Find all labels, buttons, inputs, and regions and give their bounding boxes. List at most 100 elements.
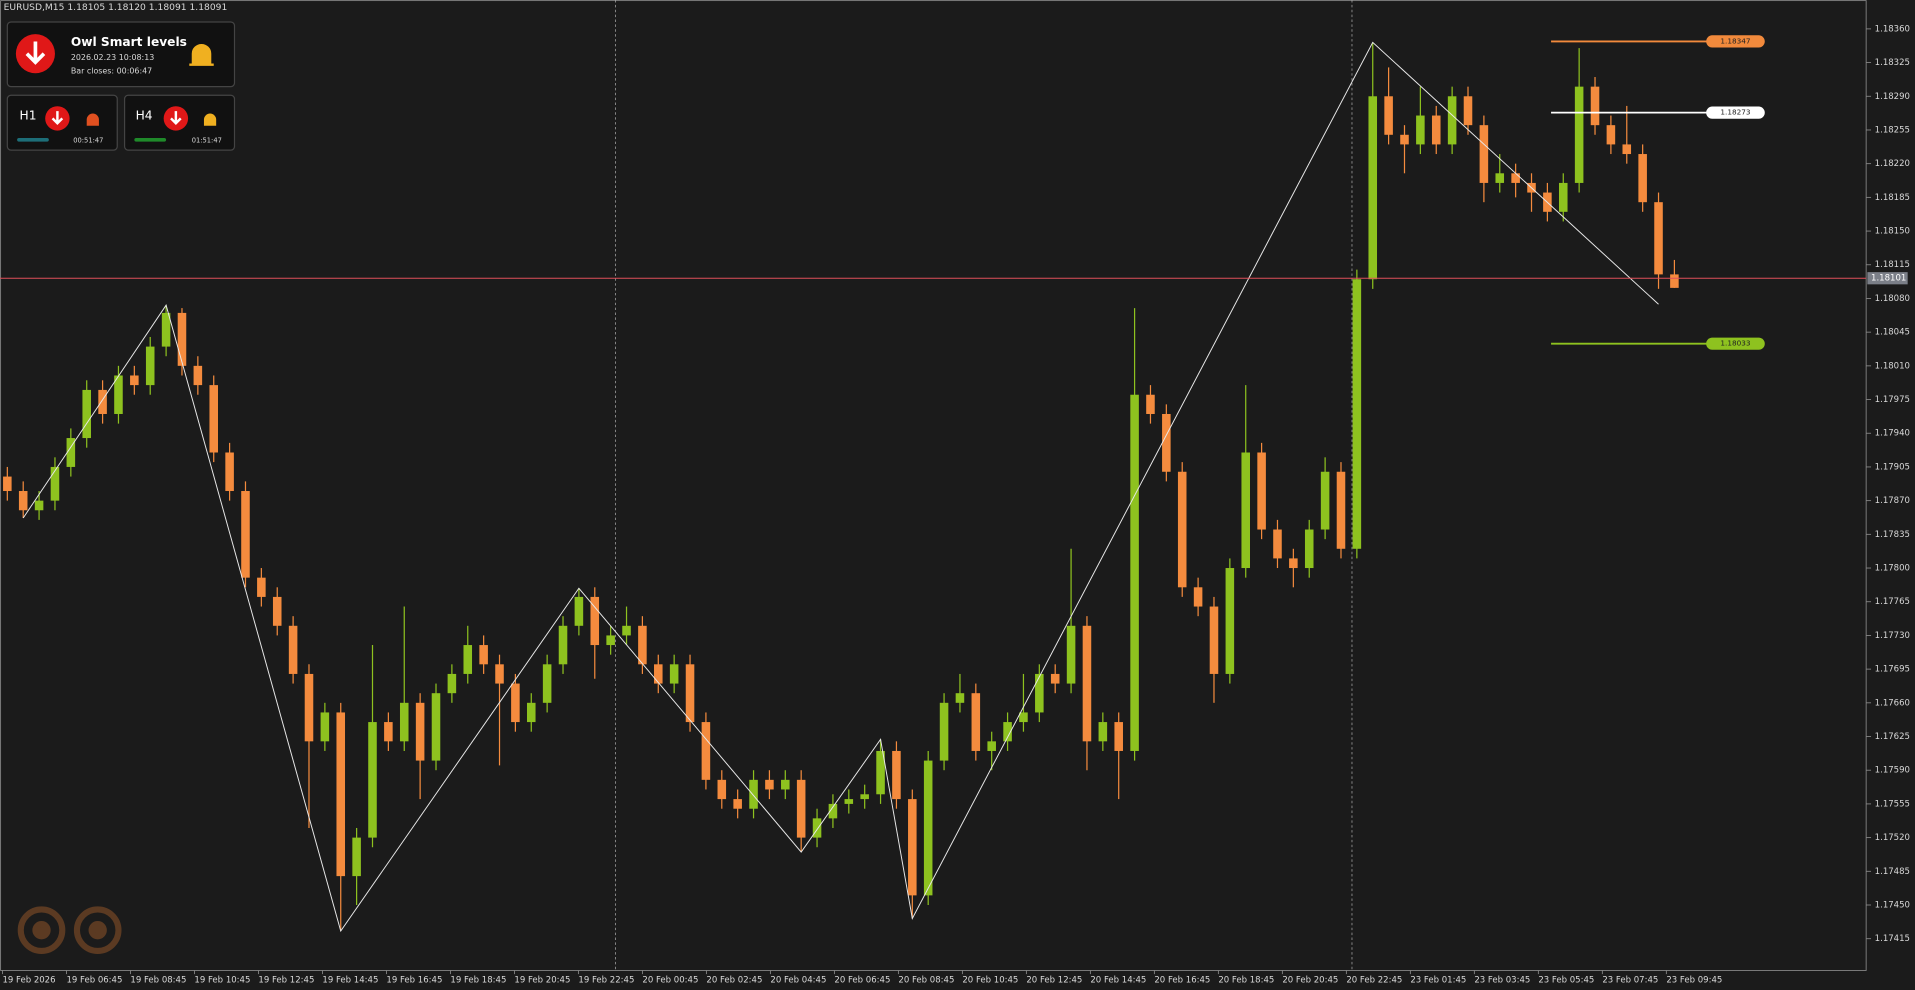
candle-body (511, 683, 520, 723)
candle-body (193, 365, 203, 386)
y-tick-label: 1.18255 (1875, 125, 1910, 135)
x-tick-label: 20 Feb 12:45 (1026, 976, 1082, 986)
y-tick-label: 1.17835 (1875, 530, 1910, 540)
candle-body (384, 722, 393, 742)
timer-bar (134, 137, 167, 142)
current-price-label: 1.18101 (1871, 274, 1906, 284)
candle-body (288, 625, 298, 674)
x-tick-label: 20 Feb 22:45 (1346, 976, 1402, 986)
candle-body (1558, 182, 1568, 212)
y-tick-label: 1.17975 (1875, 395, 1910, 405)
x-tick-label: 23 Feb 07:45 (1602, 976, 1658, 986)
x-tick-label: 23 Feb 05:45 (1538, 976, 1594, 986)
x-tick-label: 19 Feb 18:45 (450, 976, 506, 986)
candle-body (574, 596, 584, 626)
candle-body (1003, 722, 1012, 742)
candle-body (1098, 722, 1108, 742)
candle-body (447, 673, 457, 694)
candle-body (812, 818, 822, 838)
candle-body (145, 346, 155, 386)
y-tick-label: 1.17450 (1875, 901, 1910, 911)
y-tick-label: 1.18185 (1875, 193, 1910, 203)
candle-body (495, 664, 504, 684)
candle-body (1495, 173, 1505, 183)
candle-body (1035, 673, 1044, 713)
candle-body (34, 500, 44, 511)
y-tick-label: 1.18045 (1875, 328, 1910, 338)
candle-body (130, 375, 139, 386)
candle-body (892, 750, 901, 800)
current-price-tag (1867, 272, 1908, 285)
y-tick-label: 1.18325 (1875, 58, 1910, 68)
x-tick-label: 20 Feb 02:45 (706, 976, 762, 986)
candle-body (161, 312, 171, 347)
candle-body (717, 779, 727, 800)
y-tick-label: 1.18220 (1875, 159, 1910, 169)
candle-body (3, 476, 12, 492)
candle-body (971, 693, 981, 751)
y-tick-label: 1.17590 (1875, 766, 1910, 776)
x-tick-label: 20 Feb 16:45 (1154, 976, 1210, 986)
candle-body (923, 760, 933, 896)
candle-body (590, 596, 600, 646)
candle-body (749, 779, 758, 809)
y-tick-label: 1.17415 (1875, 934, 1910, 944)
candle-body (781, 779, 790, 790)
candle-body (1146, 394, 1155, 414)
candle-body (1193, 587, 1203, 607)
candle-body (1654, 202, 1663, 275)
y-tick-label: 1.17555 (1875, 799, 1910, 809)
candle-body (844, 799, 854, 804)
y-tick-label: 1.17730 (1875, 631, 1910, 641)
candle-body (18, 491, 28, 511)
x-tick-label: 19 Feb 20:45 (514, 976, 570, 986)
candle-body (669, 664, 679, 684)
candle-body (1257, 452, 1266, 530)
candle-body (320, 712, 330, 742)
zigzag-line (22, 41, 1659, 933)
tf-label: H1 (20, 108, 37, 122)
bar-closes: Bar closes: 00:06:47 (71, 66, 152, 75)
candle-body (177, 312, 187, 366)
plot-frame (0, 0, 1867, 971)
x-tick-label: 19 Feb 12:45 (258, 976, 314, 986)
alarm-icon (189, 43, 214, 66)
x-tick-label: 23 Feb 03:45 (1474, 976, 1530, 986)
candle-body (1352, 279, 1362, 549)
candle-body (765, 779, 774, 790)
candle-body (1289, 558, 1298, 569)
candle-body (368, 722, 377, 838)
candle-body (352, 837, 361, 877)
candle-body (114, 375, 123, 414)
candle-body (1479, 125, 1489, 183)
candle-body (415, 702, 425, 761)
candle-body (876, 750, 885, 795)
y-tick-label: 1.18080 (1875, 294, 1910, 304)
candle-body (98, 389, 107, 414)
y-tick-label: 1.17800 (1875, 564, 1910, 574)
candle-body (685, 664, 695, 723)
candle-body (82, 389, 91, 439)
x-tick-label: 19 Feb 06:45 (66, 976, 122, 986)
candle-body (939, 702, 949, 761)
arrow-down (51, 111, 182, 126)
x-tick-label: 20 Feb 00:45 (642, 976, 698, 986)
y-tick-label: 1.17520 (1875, 833, 1910, 843)
candle-body (1463, 96, 1473, 126)
candle-body (1511, 173, 1520, 183)
candle-body (1574, 86, 1584, 183)
candle-body (606, 635, 615, 646)
candle-body (558, 625, 568, 665)
x-tick-label: 19 Feb 16:45 (386, 976, 442, 986)
candle-body (1431, 115, 1441, 145)
candle-body (1304, 529, 1314, 569)
x-tick-label: 19 Feb 08:45 (130, 976, 186, 986)
x-tick-label: 19 Feb 14:45 (322, 976, 378, 986)
alarm-icon (86, 113, 99, 126)
candle-body (336, 712, 346, 877)
candle-body (1416, 115, 1425, 145)
candle-body (50, 466, 60, 501)
candle-body (272, 596, 282, 626)
candle-body (225, 452, 234, 492)
